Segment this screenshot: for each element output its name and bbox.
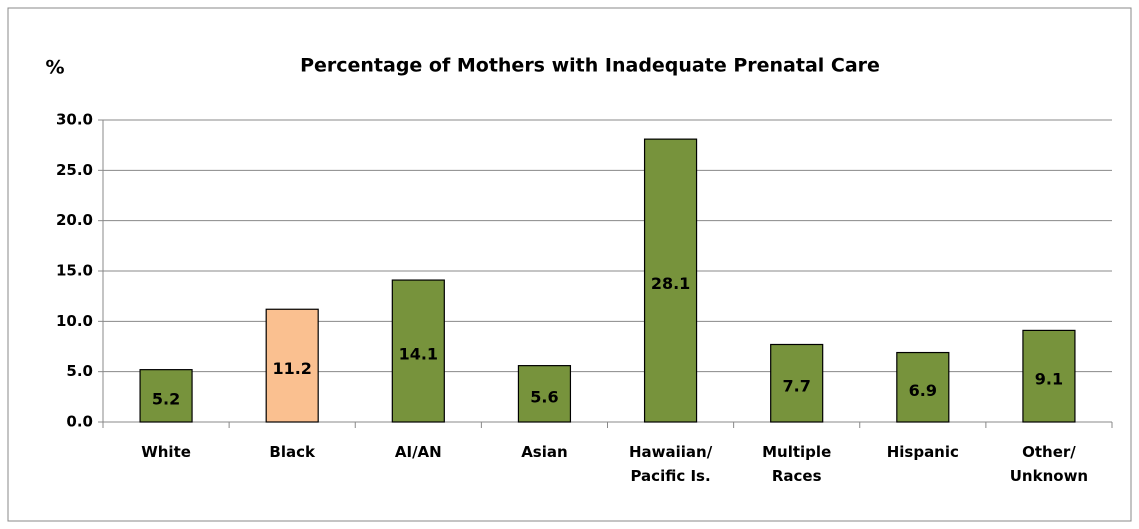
value-label: 6.9 [909,381,937,400]
value-label: 14.1 [399,345,438,364]
x-tick-label: Hispanic [886,443,959,461]
bar [139,369,193,423]
bar [1022,329,1076,423]
y-tick-label: 30.0 [56,111,93,129]
bar [517,365,572,423]
value-label: 5.2 [152,389,180,408]
bar [265,308,319,423]
y-tick-label: 5.0 [66,362,93,380]
y-tick-label: 15.0 [56,262,93,280]
y-tick-label: 20.0 [56,211,93,229]
bar [391,279,445,423]
x-tick-label: White [141,443,191,461]
value-label: 28.1 [651,274,690,293]
x-tick-label: Black [269,443,315,461]
chart-border [7,7,1132,522]
value-label: 9.1 [1035,370,1063,389]
value-label: 5.6 [530,387,558,406]
y-tick-label: 0.0 [66,413,93,431]
x-tick-label: Asian [521,443,568,461]
value-label: 11.2 [272,359,311,378]
x-tick-label: Hawaiian/ Pacific Is. [628,443,713,485]
value-label: 7.7 [783,377,811,396]
bar [643,138,698,423]
x-tick-label: AI/AN [394,443,442,461]
y-tick-label: 10.0 [56,312,93,330]
chart-title: Percentage of Mothers with Inadequate Pr… [300,55,880,77]
bar [770,343,824,423]
x-tick-label: Other/ Unknown [1009,443,1089,485]
y-axis-label: % [45,57,64,79]
y-tick-label: 25.0 [56,161,93,179]
bar [896,351,950,423]
x-tick-label: Multiple Races [762,443,832,485]
